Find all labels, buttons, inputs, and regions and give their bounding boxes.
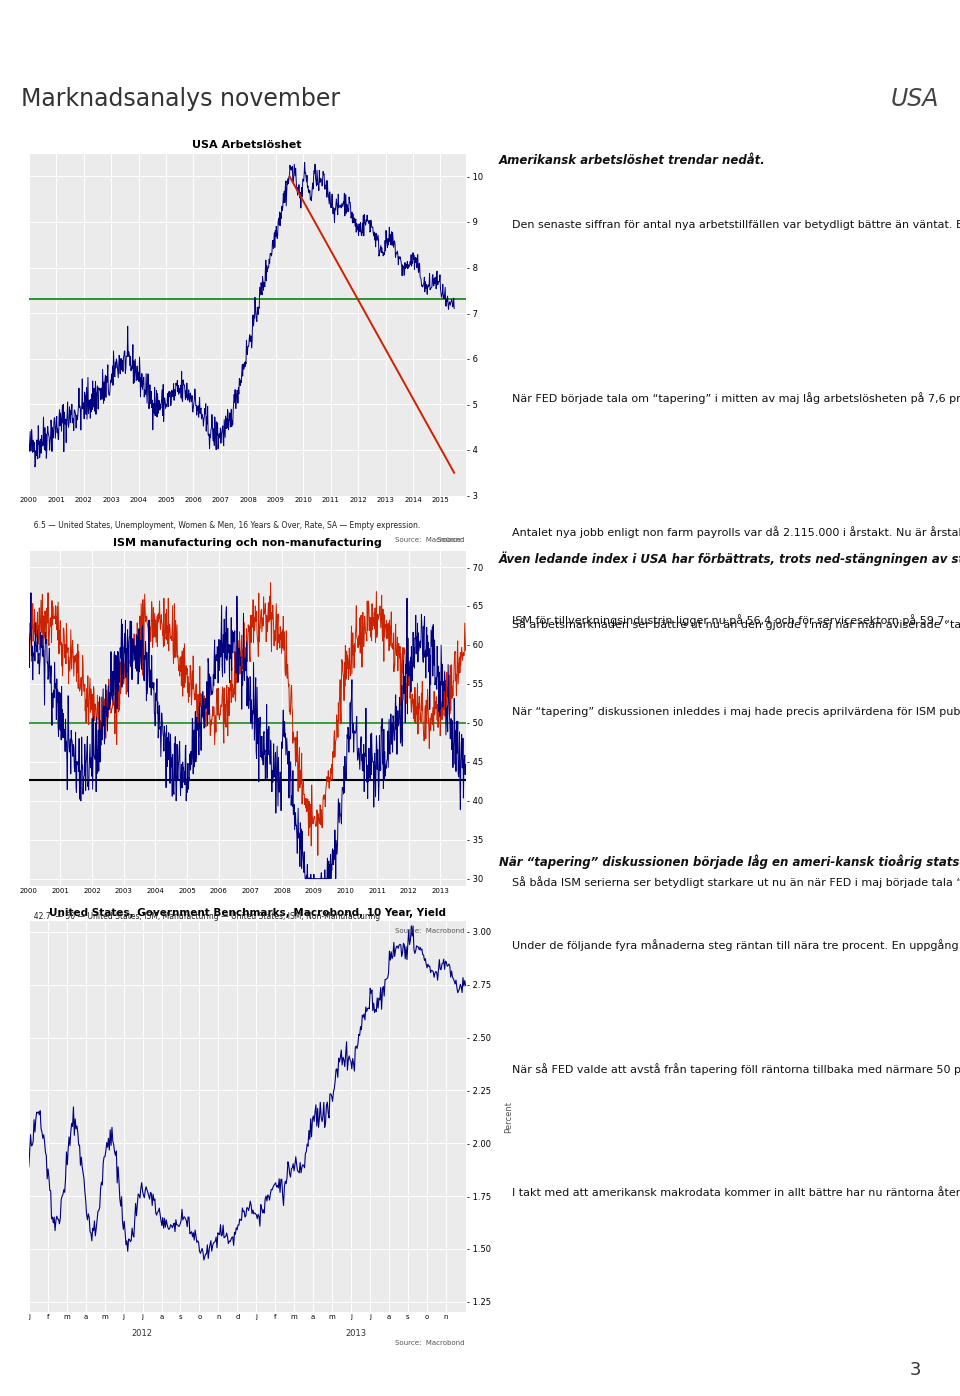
Text: Percent: Percent — [504, 1101, 514, 1132]
Text: Den senaste siffran för antal nya arbetstillfällen var betydligt bättre än vänta: Den senaste siffran för antal nya arbets… — [513, 218, 960, 230]
Text: Marknadsanalys november: Marknadsanalys november — [21, 88, 340, 112]
Text: Även ledande index i USA har förbättrats, trots ned-stängningen av staten i okto: Även ledande index i USA har förbättrats… — [499, 551, 960, 565]
Text: När FED började tala om “tapering” i mitten av maj låg arbetslösheten på 7,6 pro: När FED började tala om “tapering” i mit… — [513, 392, 960, 403]
Text: 42.7  — 50 — United States, ISM, Manufacturing — United States, ISM, Non-Manufac: 42.7 — 50 — United States, ISM, Manufact… — [29, 912, 380, 920]
Text: Så båda ISM serierna ser betydligt starkare ut nu än när FED i maj började tala : Så båda ISM serierna ser betydligt stark… — [513, 877, 960, 888]
Text: När “tapering” diskussionen inleddes i maj hade precis aprilvärdena för ISM publ: När “tapering” diskussionen inleddes i m… — [513, 705, 960, 718]
Title: United States, Government Benchmarks, Macrobond, 10 Year, Yield: United States, Government Benchmarks, Ma… — [49, 907, 445, 917]
Text: Amerikansk arbetslöshet trendar nedåt.: Amerikansk arbetslöshet trendar nedåt. — [499, 154, 766, 166]
Text: Source:  Macrobond: Source: Macrobond — [396, 537, 465, 543]
Text: Source:: Source: — [437, 537, 466, 543]
Text: 2012: 2012 — [132, 1329, 153, 1337]
Text: USA: USA — [891, 88, 939, 112]
Text: När så FED valde att avstå från tapering föll räntorna tillbaka med närmare 50 p: När så FED valde att avstå från tapering… — [513, 1062, 960, 1075]
Text: Antalet nya jobb enligt non farm payrolls var då 2.115.000 i årstakt. Nu är årst: Antalet nya jobb enligt non farm payroll… — [513, 526, 960, 537]
Text: ISM för tillverkningsindustrin ligger nu på 56,4 och för servicesektorn på 59,7.: ISM för tillverkningsindustrin ligger nu… — [513, 614, 948, 627]
Text: 6.5 — United States, Unemployment, Women & Men, 16 Years & Over, Rate, SA — Empt: 6.5 — United States, Unemployment, Women… — [29, 521, 420, 529]
Text: 3: 3 — [910, 1361, 922, 1379]
Text: När “tapering” diskussionen började låg en ameri-kansk tioårig statsobligation k: När “tapering” diskussionen började låg … — [499, 854, 960, 868]
Text: 2013: 2013 — [346, 1329, 367, 1337]
Title: ISM manufacturing och non-manufacturing: ISM manufacturing och non-manufacturing — [113, 537, 381, 547]
Text: Under de följande fyra månaderna steg räntan till nära tre procent. En uppgång p: Under de följande fyra månaderna steg rä… — [513, 940, 960, 952]
Text: I takt med att amerikansk makrodata kommer in allt bättre har nu räntorna åter i: I takt med att amerikansk makrodata komm… — [513, 1187, 960, 1198]
Text: Source:  Macrobond: Source: Macrobond — [396, 1340, 465, 1346]
Text: Så arbetsmarknaden ser bättre ut nu än den gjorde i maj när man aviserade “taper: Så arbetsmarknaden ser bättre ut nu än d… — [513, 618, 960, 630]
Text: Source:  Macrobond: Source: Macrobond — [396, 928, 465, 934]
Text: enter: enter — [0, 29, 82, 57]
Title: USA Arbetslöshet: USA Arbetslöshet — [192, 140, 302, 149]
